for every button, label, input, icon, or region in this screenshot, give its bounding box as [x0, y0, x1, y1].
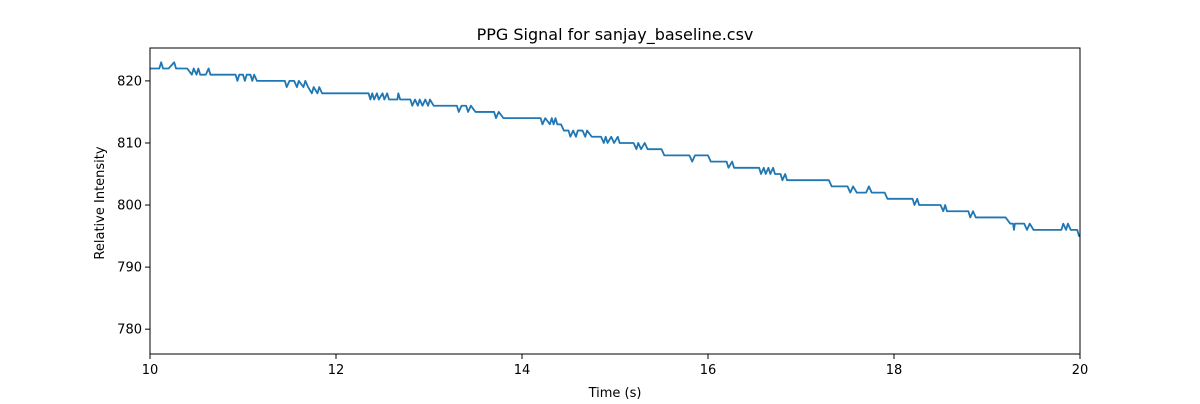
y-tick-label: 820	[117, 74, 142, 89]
y-tick-label: 780	[117, 323, 142, 338]
y-axis-label: Relative Intensity	[93, 146, 108, 259]
chart-title: PPG Signal for sanjay_baseline.csv	[477, 25, 754, 45]
x-tick-label: 18	[886, 363, 903, 378]
x-tick-label: 20	[1072, 363, 1089, 378]
x-axis-ticks: 10 12 14 16 18 20	[142, 354, 1089, 378]
x-tick-label: 12	[328, 363, 345, 378]
y-tick-label: 810	[117, 136, 142, 151]
y-tick-label: 800	[117, 199, 142, 214]
series-line-0	[150, 61, 1080, 237]
x-tick-label: 10	[142, 363, 159, 378]
y-axis-ticks: 780 790 800 810 820	[117, 74, 150, 338]
x-axis-label: Time (s)	[588, 386, 642, 400]
x-tick-label: 16	[700, 363, 717, 378]
plot-area	[150, 61, 1080, 237]
x-tick-label: 14	[514, 363, 531, 378]
y-tick-label: 790	[117, 261, 142, 276]
plot-frame	[149, 47, 1081, 355]
